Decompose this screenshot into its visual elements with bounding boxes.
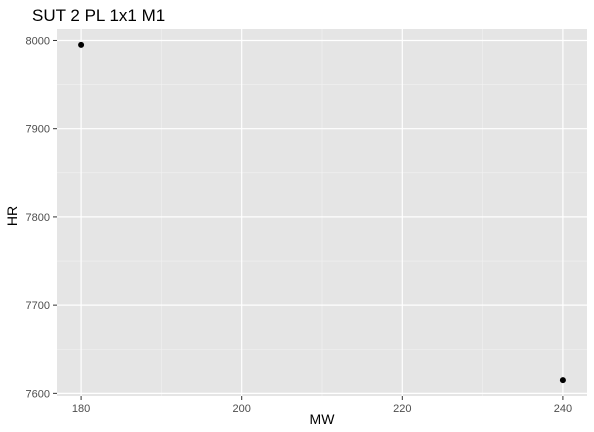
y-tick-label: 8000 [26, 35, 50, 47]
x-tick-label: 220 [393, 403, 411, 415]
y-axis-title: HR [4, 206, 20, 226]
y-tick-label: 7800 [26, 212, 50, 224]
y-tick-label: 7600 [26, 388, 50, 400]
x-tick-label: 180 [72, 403, 90, 415]
data-points [78, 41, 566, 384]
major-gridlines [57, 29, 587, 396]
x-tick-label: 200 [233, 403, 251, 415]
y-tick-label: 7900 [26, 124, 50, 136]
y-tick-label: 7700 [26, 300, 50, 312]
x-axis-title: MW [310, 411, 336, 427]
y-axis-ticks: 7600 7700 7800 7900 8000 [26, 35, 57, 400]
x-axis-ticks: 180 200 220 240 [72, 396, 572, 415]
chart-title: SUT 2 PL 1x1 M1 [32, 6, 165, 25]
data-point [559, 377, 566, 384]
minor-gridlines [57, 29, 587, 396]
data-point [78, 41, 85, 48]
x-tick-label: 240 [554, 403, 572, 415]
